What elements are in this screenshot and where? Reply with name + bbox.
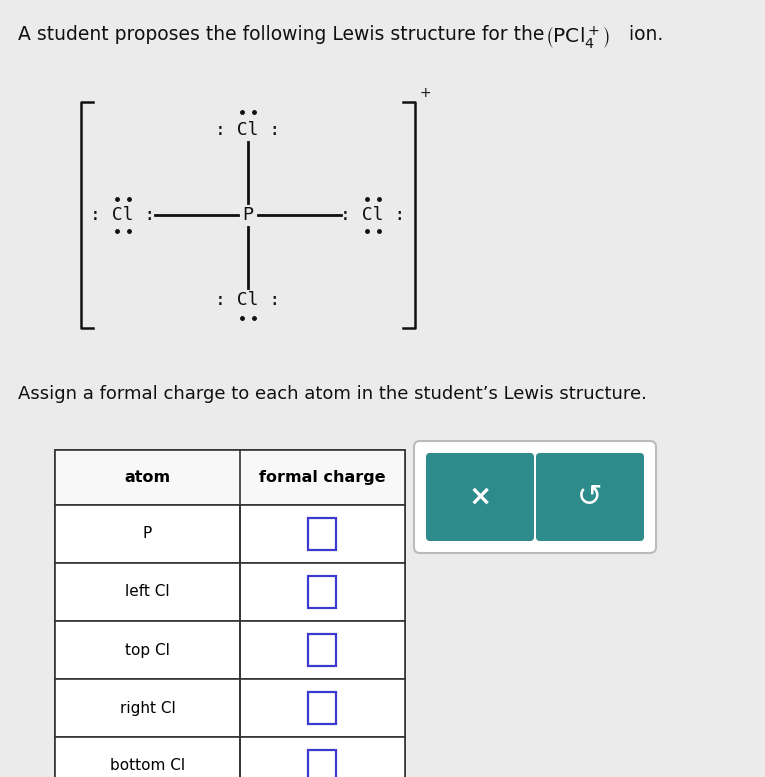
Text: Assign a formal charge to each atom in the student’s Lewis structure.: Assign a formal charge to each atom in t… [18,385,647,403]
FancyBboxPatch shape [414,441,656,553]
Bar [308,518,337,550]
Text: +: + [420,86,431,100]
Bar [308,692,337,724]
Bar [308,634,337,666]
Text: atom: atom [125,470,171,485]
Text: ion.: ion. [623,25,663,44]
Text: ↺: ↺ [578,483,603,511]
Text: : Cl :: : Cl : [90,206,155,224]
Text: P: P [243,206,253,224]
FancyBboxPatch shape [536,453,644,541]
Text: ×: × [468,483,492,511]
Text: P: P [143,527,152,542]
Text: formal charge: formal charge [259,470,386,485]
Bar [55,450,405,505]
Bar [308,576,337,608]
Text: $\left(\mathrm{PCl}_4^+\right)$: $\left(\mathrm{PCl}_4^+\right)$ [545,25,610,51]
Text: bottom Cl: bottom Cl [110,758,185,773]
Bar [55,563,405,621]
Text: right Cl: right Cl [119,701,175,716]
FancyBboxPatch shape [426,453,534,541]
Text: : Cl :: : Cl : [340,206,405,224]
Text: : Cl :: : Cl : [216,121,281,139]
Bar [55,679,405,737]
Bar [308,750,337,777]
Bar [55,737,405,777]
Text: A student proposes the following Lewis structure for the: A student proposes the following Lewis s… [18,25,550,44]
Bar [55,621,405,679]
Bar [55,450,405,777]
Text: top Cl: top Cl [125,643,170,657]
Text: : Cl :: : Cl : [216,291,281,309]
Bar [55,505,405,563]
Text: left Cl: left Cl [125,584,170,600]
